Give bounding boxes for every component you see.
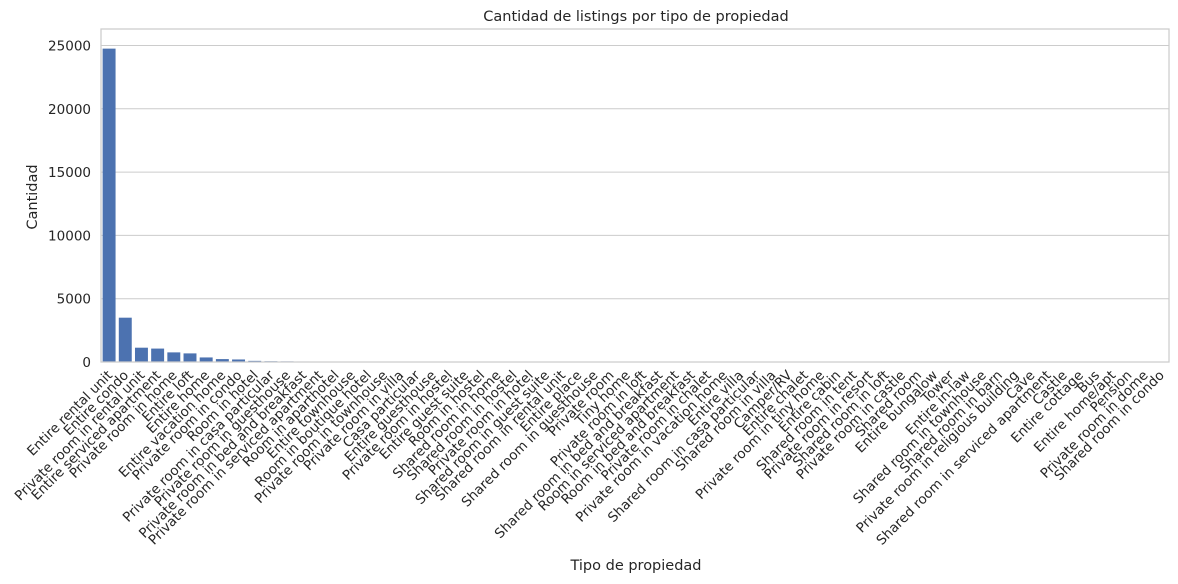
y-tick-label: 15000 bbox=[48, 165, 91, 181]
y-tick-label: 20000 bbox=[48, 102, 91, 118]
x-axis-title: Tipo de propiedad bbox=[569, 558, 701, 574]
chart-title: Cantidad de listings por tipo de propied… bbox=[483, 9, 788, 25]
bar bbox=[183, 353, 197, 362]
y-tick-labels: 0 5000 10000 15000 20000 25000 bbox=[48, 38, 91, 371]
bar bbox=[232, 359, 246, 362]
plot-frame bbox=[100, 28, 1170, 363]
grid-lines bbox=[101, 44, 1169, 363]
y-tick-label: 5000 bbox=[57, 292, 91, 308]
y-tick-label: 25000 bbox=[48, 38, 91, 54]
y-tick-label: 10000 bbox=[48, 228, 91, 244]
y-axis-title: Cantidad bbox=[25, 164, 41, 229]
bar bbox=[199, 357, 213, 362]
bar bbox=[151, 348, 165, 362]
x-tick-label: Private room in rental unit bbox=[12, 368, 149, 505]
bar bbox=[102, 48, 116, 362]
bar bbox=[167, 352, 181, 362]
bar bbox=[118, 317, 132, 362]
bar bbox=[215, 359, 229, 362]
bars bbox=[102, 48, 1168, 362]
y-tick-label: 0 bbox=[82, 355, 91, 371]
bar bbox=[134, 347, 148, 362]
